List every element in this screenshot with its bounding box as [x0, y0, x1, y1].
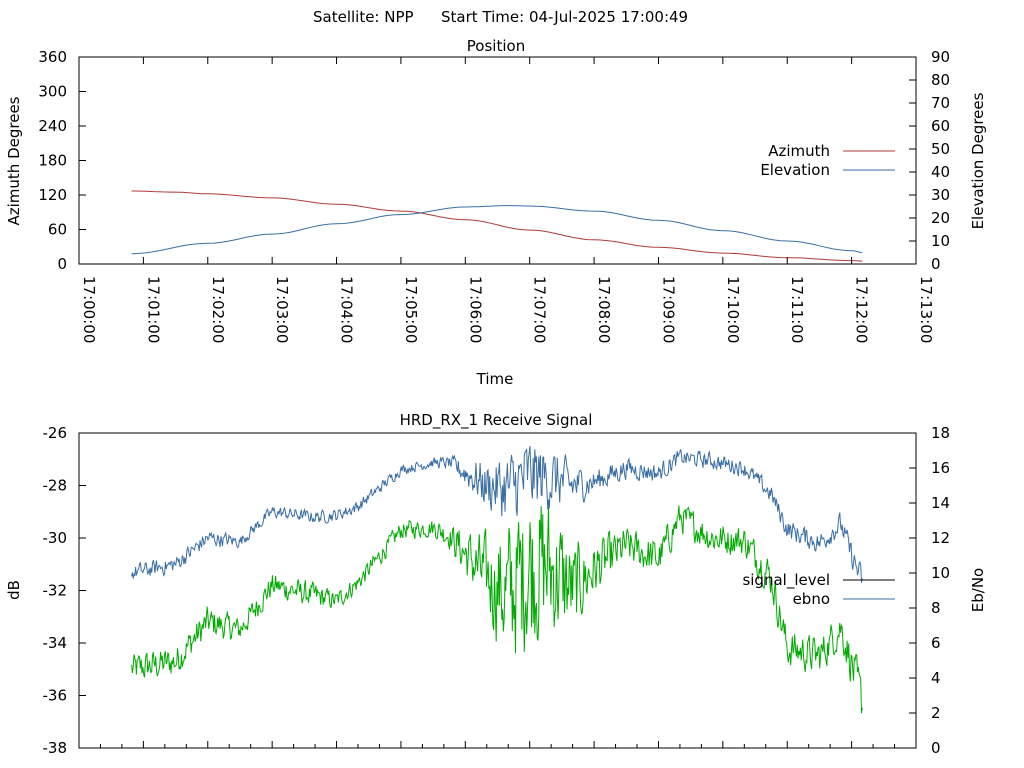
position-y-tick-label: 300: [38, 83, 67, 101]
signal-y2-tick-label: 14: [931, 494, 950, 512]
position-y2-tick-label: 60: [931, 117, 950, 135]
legend-label-azimuth: Azimuth: [768, 142, 830, 160]
position-axes: 0 60 120 180 240 300 360 0 10 20 30 40 50 60 70 80 90 17:…: [38, 48, 950, 343]
series-line-azimuth: [131, 190, 863, 262]
signal-y2-tick-label: 2: [931, 704, 941, 722]
signal-y-tick-label: -34: [43, 634, 68, 652]
signal-y2-tick-label: 18: [931, 424, 950, 442]
position-y2-tick-label: 30: [931, 186, 950, 204]
position-legend: Azimuth Elevation: [760, 142, 895, 179]
position-y-axis-label: Azimuth Degrees: [5, 96, 23, 225]
position-x-tick-label: 17:08:00: [595, 276, 613, 343]
position-x-tick-label: 17:04:00: [338, 276, 356, 343]
signal-y-tick-label: -26: [43, 424, 68, 442]
signal-y2-tick-label: 8: [931, 599, 941, 617]
position-y-tick-label: 0: [57, 255, 67, 273]
position-x-tick-label: 17:07:00: [531, 276, 549, 343]
position-chart: Position 0 60 120 180 240 300 360 0 10 20 30 40 50 60…: [5, 37, 987, 388]
position-chart-title: Position: [467, 37, 525, 55]
signal-y-tick-label: -36: [43, 687, 68, 705]
position-series: [131, 190, 863, 262]
position-y-tick-label: 120: [38, 186, 67, 204]
signal-chart-title: HRD_RX_1 Receive Signal: [400, 411, 593, 430]
start-time-label: Start Time: 04-Jul-2025 17:00:49: [441, 8, 688, 26]
signal-series: [131, 445, 863, 714]
position-y2-tick-label: 20: [931, 209, 950, 227]
signal-y2-tick-label: 6: [931, 634, 941, 652]
signal-y2-tick-label: 10: [931, 564, 950, 582]
signal-y2-tick-label: 0: [931, 739, 941, 757]
signal-y-tick-label: -30: [43, 529, 68, 547]
position-y2-tick-label: 80: [931, 71, 950, 89]
series-line-ebno: [131, 445, 863, 583]
position-x-tick-label: 17:01:00: [144, 276, 162, 343]
signal-y-axis-label: dB: [5, 580, 23, 600]
series-line-elevation: [131, 205, 863, 255]
signal-y-tick-label: -38: [43, 739, 68, 757]
position-y2-tick-label: 10: [931, 232, 950, 250]
position-x-axis-label: Time: [476, 370, 514, 388]
signal-y2-axis-label: Eb/No: [969, 568, 987, 612]
signal-y2-tick-label: 12: [931, 529, 950, 547]
signal-chart: HRD_RX_1 Receive Signal -26-28-30-32-34-…: [5, 411, 987, 757]
signal-y2-tick-label: 16: [931, 459, 950, 477]
series-line-signal-level: [131, 505, 863, 714]
position-x-tick-label: 17:06:00: [466, 276, 484, 343]
position-x-tick-label: 17:00:00: [80, 276, 98, 343]
position-y2-axis-label: Elevation Degrees: [969, 92, 987, 229]
position-x-tick-label: 17:10:00: [724, 276, 742, 343]
position-y2-tick-label: 50: [931, 140, 950, 158]
position-x-tick-label: 17:11:00: [788, 276, 806, 343]
position-y2-tick-label: 90: [931, 48, 950, 66]
position-y2-tick-label: 40: [931, 163, 950, 181]
position-y2-tick-label: 0: [931, 255, 941, 273]
signal-y2-tick-label: 4: [931, 669, 941, 687]
signal-y-tick-label: -32: [43, 582, 68, 600]
position-x-tick-label: 17:09:00: [659, 276, 677, 343]
position-y-tick-label: 180: [38, 152, 67, 170]
signal-axes: -26 -28 -30 -32 -34 -36 -38 0 2 4 6 8 10 12 14 16 18: [43, 424, 951, 757]
position-y2-tick-label: 70: [931, 94, 950, 112]
position-x-tick-label: 17:03:00: [273, 276, 291, 343]
position-y-tick-label: 360: [38, 48, 67, 66]
position-x-tick-label: 17:02:00: [209, 276, 227, 343]
position-x-tick-label: 17:12:00: [853, 276, 871, 343]
position-y-tick-label: 240: [38, 117, 67, 135]
position-x-tick-label: 17:13:00: [917, 276, 935, 343]
signal-legend: signal_level ebno: [742, 571, 895, 608]
legend-label-signal-level: signal_level: [742, 571, 830, 590]
position-x-tick-label: 17:05:00: [402, 276, 420, 343]
satellite-label: Satellite: NPP: [313, 8, 414, 26]
legend-label-ebno: ebno: [793, 590, 830, 608]
position-y-tick-label: 60: [48, 221, 67, 239]
signal-y-tick-label: -28: [43, 477, 68, 495]
legend-label-elevation: Elevation: [760, 161, 830, 179]
